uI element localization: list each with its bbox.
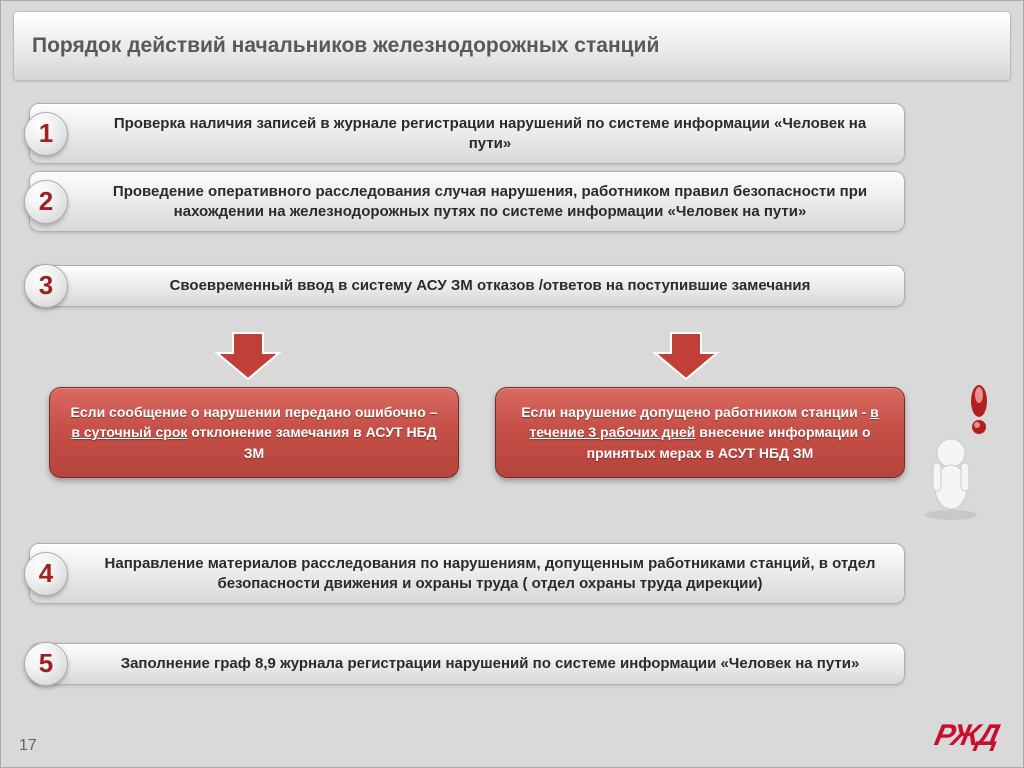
red-left-post: отклонение замечания в АСУТ НБД ЗМ — [187, 424, 436, 460]
step-4: 4 Направление материалов расследования п… — [29, 543, 905, 604]
step-badge: 2 — [24, 180, 68, 224]
step-text: Проведение оперативного расследования сл… — [113, 183, 867, 220]
mascot-icon — [919, 381, 1009, 521]
step-text: Своевременный ввод в систему АСУ ЗМ отка… — [170, 277, 811, 294]
step-box: 4 Направление материалов расследования п… — [29, 543, 905, 604]
step-5: 5 Заполнение граф 8,9 журнала регистраци… — [29, 643, 905, 685]
red-box-left: Если сообщение о нарушении передано ошиб… — [49, 387, 459, 478]
step-box: 1 Проверка наличия записей в журнале рег… — [29, 103, 905, 164]
step-text: Проверка наличия записей в журнале регис… — [114, 115, 866, 152]
step-box: 3 Своевременный ввод в систему АСУ ЗМ от… — [29, 265, 905, 307]
page-title: Порядок действий начальников железнодоро… — [32, 34, 659, 58]
step-text: Направление материалов расследования по … — [105, 555, 876, 592]
step-text: Заполнение граф 8,9 журнала регистрации … — [121, 655, 860, 672]
step-box: 2 Проведение оперативного расследования … — [29, 171, 905, 232]
page-number: 17 — [19, 737, 37, 755]
red-left-pre: Если сообщение о нарушении передано ошиб… — [71, 404, 438, 420]
step-badge: 1 — [24, 112, 68, 156]
slide: Порядок действий начальников железнодоро… — [0, 0, 1024, 768]
red-box-right: Если нарушение допущено работником станц… — [495, 387, 905, 478]
down-arrow-icon — [213, 331, 283, 381]
step-1: 1 Проверка наличия записей в журнале рег… — [29, 103, 905, 164]
step-box: 5 Заполнение граф 8,9 журнала регистраци… — [29, 643, 905, 685]
arrows-row — [29, 331, 905, 381]
down-arrow-icon — [651, 331, 721, 381]
step-badge: 4 — [24, 552, 68, 596]
step-badge: 3 — [24, 264, 68, 308]
red-boxes-row: Если сообщение о нарушении передано ошиб… — [49, 387, 905, 478]
step-3: 3 Своевременный ввод в систему АСУ ЗМ от… — [29, 265, 905, 307]
step-badge: 5 — [24, 642, 68, 686]
red-left-underline: в суточный срок — [71, 424, 187, 440]
rzd-logo: РЖД — [931, 719, 1001, 753]
header-bar: Порядок действий начальников железнодоро… — [13, 11, 1011, 81]
red-right-pre: Если нарушение допущено работником станц… — [521, 404, 870, 420]
step-2: 2 Проведение оперативного расследования … — [29, 171, 905, 232]
